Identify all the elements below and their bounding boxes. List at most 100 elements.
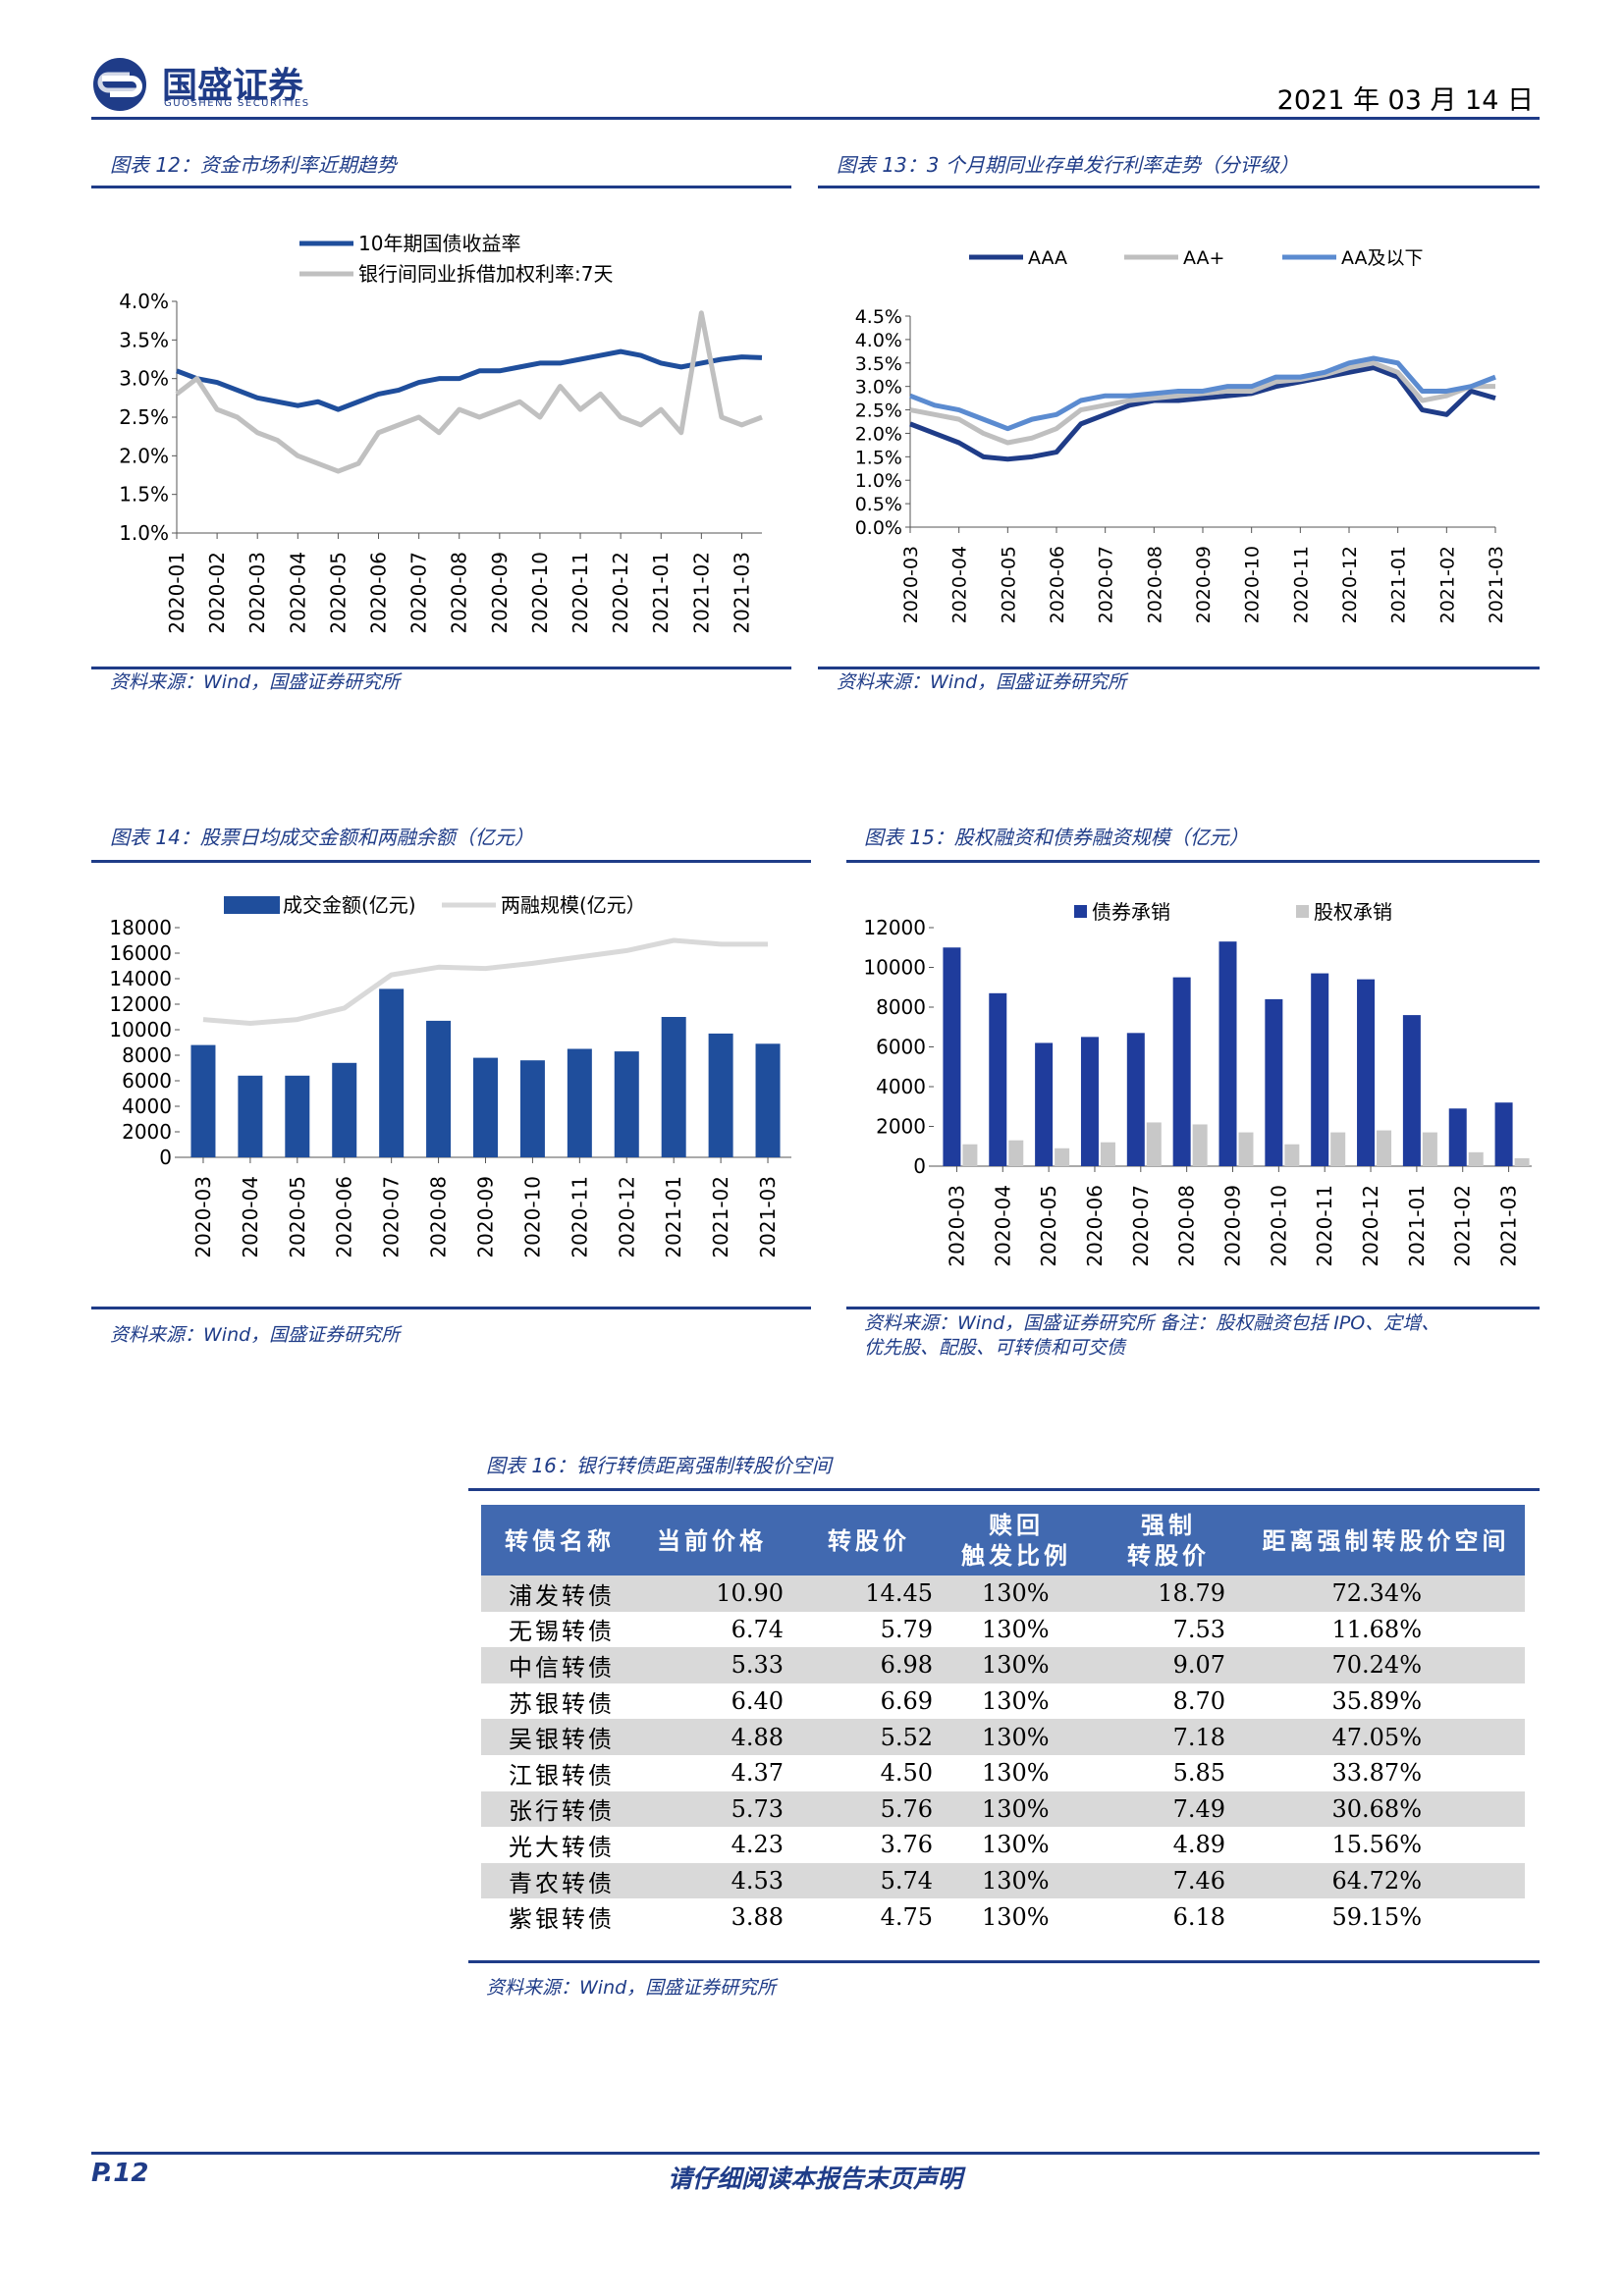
x-tick-label: 2020-06 <box>333 1176 356 1258</box>
table-cell: 5.52 <box>795 1719 943 1755</box>
series-line <box>909 365 1496 462</box>
header-cell: 赎回 触发比例 <box>943 1505 1090 1575</box>
source: 资料来源：Wind，国盛证券研究所 <box>486 1977 777 1999</box>
rule <box>818 186 1540 188</box>
bar <box>708 1033 733 1157</box>
y-tick-label: 6000 <box>876 1036 926 1059</box>
x-tick-label: 2020-04 <box>949 546 971 623</box>
x-tick-label: 2020-03 <box>191 1176 215 1258</box>
table-cell: 130% <box>943 1790 1090 1828</box>
header-line: 当前价格 <box>657 1525 767 1555</box>
series-line <box>176 348 763 412</box>
y-tick-label: 18000 <box>109 916 172 939</box>
y-tick-label: 0.5% <box>855 494 902 515</box>
x-tick-label: 2021-02 <box>689 552 713 634</box>
rule <box>468 1488 1540 1491</box>
table-row: 吴银转债 4.88 5.52 130% 7.18 47.05% <box>481 1719 1525 1755</box>
bar <box>1422 1132 1437 1166</box>
bar <box>661 1017 686 1157</box>
y-tick-label: 4.0% <box>119 290 169 313</box>
header-rule <box>91 117 1540 120</box>
figure-title: 图表 13：3 个月期同业存单发行利率走势（分评级） <box>837 153 1299 177</box>
charts: 1.0%1.5%2.0%2.5%3.0%3.5%4.0%2020-01 2020-… <box>109 232 1532 1267</box>
bar <box>1100 1142 1115 1166</box>
legend-swatch <box>1296 905 1309 918</box>
bar <box>1514 1157 1530 1166</box>
header-line: 触发比例 <box>961 1541 1071 1570</box>
y-tick-label: 4.0% <box>855 330 902 351</box>
bar <box>473 1057 498 1157</box>
table-row: 中信转债 5.33 6.98 130% 9.07 70.24% <box>481 1647 1525 1683</box>
x-tick-label: 2020-04 <box>286 552 309 634</box>
x-tick-label: 2020-12 <box>1359 1185 1382 1267</box>
table-cell: 5.74 <box>795 1862 943 1899</box>
y-tick-label: 0 <box>913 1154 926 1178</box>
table-cell: 中信转债 <box>481 1647 628 1683</box>
table-title: 图表 16：银行转债距离强制转股价空间 <box>486 1454 832 1477</box>
table-cell: 4.89 <box>1172 1831 1225 1859</box>
bar <box>379 988 405 1157</box>
brand: 国盛证券 <box>162 66 304 106</box>
table-cell: 6.69 <box>880 1687 933 1716</box>
table-row: 光大转债 4.23 3.76 130% 4.89 15.56% <box>481 1827 1525 1863</box>
footer-rule <box>91 2152 1540 2155</box>
bar <box>1494 1102 1513 1166</box>
table-cell: 7.49 <box>1090 1790 1247 1828</box>
x-tick-label: 2020-08 <box>427 1176 451 1258</box>
y-tick-label: 14000 <box>109 967 172 990</box>
y-tick-label: 12000 <box>109 992 172 1016</box>
x-tick-label: 2020-09 <box>474 1176 498 1258</box>
header-line: 距离强制转股价空间 <box>1262 1525 1510 1555</box>
table-cell: 47.05% <box>1247 1719 1525 1755</box>
table-cell: 浦发转债 <box>481 1575 628 1612</box>
bar <box>285 1075 310 1157</box>
table-cell: 70.24% <box>1247 1647 1525 1683</box>
logo <box>93 58 146 111</box>
bar <box>1330 1132 1346 1166</box>
rule <box>91 186 791 188</box>
table-cell: 14.45 <box>795 1575 943 1612</box>
table-cell: 吴银转债 <box>481 1719 628 1755</box>
x-tick-label: 2021-03 <box>1486 546 1507 623</box>
table-cell: 7.18 <box>1090 1719 1247 1755</box>
table-cell: 72.34% <box>1247 1575 1525 1612</box>
x-tick-label: 2020-04 <box>239 1176 262 1258</box>
legend-label: 股权承销 <box>1314 900 1392 924</box>
x-tick-label: 2020-07 <box>1096 546 1117 623</box>
table-cell: 7.53 <box>1172 1615 1225 1643</box>
header-cell: 转债名称 <box>481 1505 628 1575</box>
table-cell: 4.88 <box>628 1719 795 1755</box>
table-cell: 5.73 <box>628 1790 795 1828</box>
x-tick-label: 2020-03 <box>245 552 269 634</box>
y-tick-label: 3.5% <box>119 328 169 351</box>
series-line <box>202 937 769 1026</box>
rule <box>91 667 791 669</box>
table-row: 紫银转债 3.88 4.75 130% 6.18 59.15% <box>481 1898 1525 1935</box>
header-cell: 强制 转股价 <box>1090 1505 1247 1575</box>
x-tick-label: 2020-05 <box>286 1176 309 1258</box>
page-number: P.12 <box>91 2159 149 2188</box>
y-tick-label: 1.0% <box>855 470 902 492</box>
x-tick-label: 2020-01 <box>165 552 189 634</box>
table-cell: 4.50 <box>880 1759 933 1788</box>
x-tick-label: 2020-09 <box>1221 1185 1245 1267</box>
legend-swatch <box>1074 905 1087 918</box>
table-cell: 130% <box>982 1615 1050 1643</box>
rule <box>846 1307 1540 1309</box>
x-tick-label: 2020-11 <box>568 552 592 634</box>
y-tick-label: 0.0% <box>855 517 902 539</box>
bar <box>1357 979 1376 1166</box>
x-tick-label: 2021-03 <box>756 1176 780 1258</box>
table-cell: 青农转债 <box>481 1862 628 1899</box>
x-tick-label: 2020-10 <box>520 1176 544 1258</box>
source: 资料来源：Wind，国盛证券研究所 <box>110 671 401 693</box>
table-cell: 9.07 <box>1090 1647 1247 1683</box>
table-cell: 33.87% <box>1331 1759 1422 1788</box>
y-tick-label: 8000 <box>122 1043 172 1067</box>
x-tick-label: 2021-01 <box>1388 546 1410 623</box>
rule <box>468 1960 1540 1963</box>
legend-swatch <box>224 896 280 914</box>
table-cell: 紫银转债 <box>509 1905 615 1934</box>
bar <box>1448 1108 1467 1166</box>
